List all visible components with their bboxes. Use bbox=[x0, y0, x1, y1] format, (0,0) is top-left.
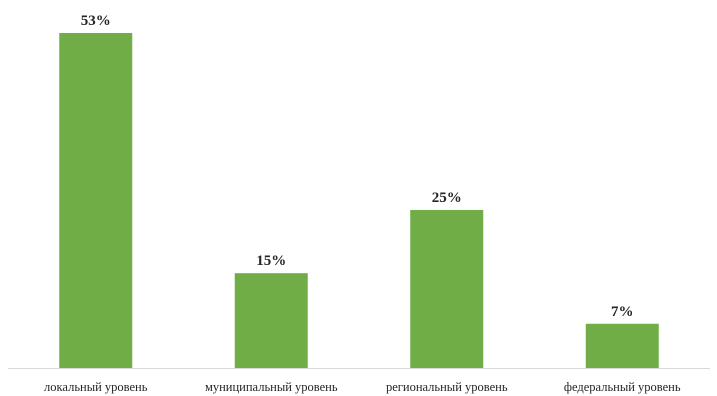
value-label-3: 25% bbox=[432, 190, 462, 206]
bar-3 bbox=[410, 209, 484, 368]
bar-2 bbox=[234, 273, 308, 368]
value-label-2: 15% bbox=[256, 253, 286, 269]
bar-1 bbox=[59, 33, 133, 368]
category-label-1: локальный уровень bbox=[44, 380, 148, 394]
bar-4 bbox=[585, 323, 659, 368]
value-labels-group: 53% 15% 25% 7% bbox=[81, 13, 634, 320]
value-label-4: 7% bbox=[611, 304, 634, 320]
category-label-2: муниципальный уровень bbox=[205, 380, 338, 394]
category-label-4: федеральный уровень bbox=[564, 380, 681, 394]
category-label-3: региональный уровень bbox=[386, 380, 508, 394]
value-label-1: 53% bbox=[81, 13, 111, 29]
category-labels-group: локальный уровень муниципальный уровень ре… bbox=[44, 380, 681, 394]
bars-group bbox=[59, 33, 659, 368]
